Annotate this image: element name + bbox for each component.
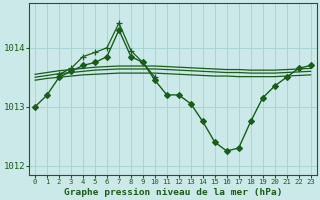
X-axis label: Graphe pression niveau de la mer (hPa): Graphe pression niveau de la mer (hPa) <box>64 188 282 197</box>
